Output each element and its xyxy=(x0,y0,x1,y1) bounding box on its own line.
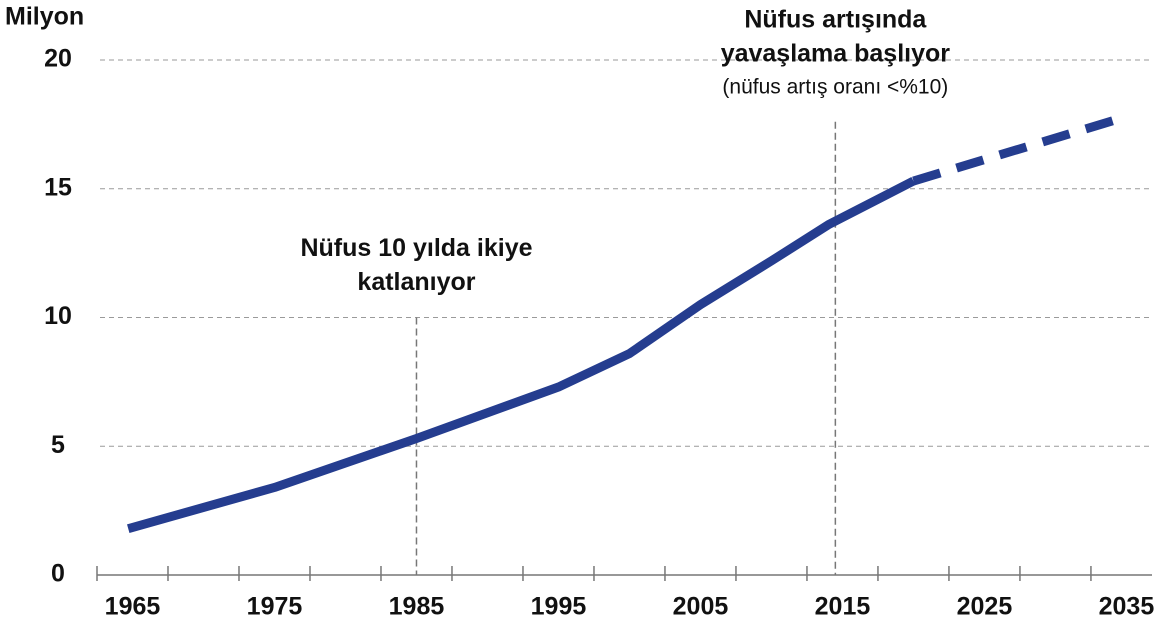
x-tick-label: 2005 xyxy=(673,593,729,621)
x-tick-label: 2025 xyxy=(957,593,1013,621)
x-tick-label: 1965 xyxy=(105,593,161,621)
annotation-text: katlanıyor xyxy=(357,268,475,296)
x-tick-label: 2015 xyxy=(815,593,871,621)
line xyxy=(127,177,916,533)
x-tick-label: 1975 xyxy=(247,593,303,621)
y-tick-label: 5 xyxy=(51,431,65,459)
annotation-text: yavaşlama başlıyor xyxy=(721,39,951,67)
y-tick-label: 20 xyxy=(44,45,72,73)
x-tick-label: 2035 xyxy=(1099,593,1155,621)
x-tick-label: 1985 xyxy=(389,593,445,621)
y-tick-label: 0 xyxy=(51,560,65,588)
annotation-text: Nüfus 10 yılda ikiye xyxy=(300,234,532,262)
annotation-text: Nüfus artışında xyxy=(744,5,927,33)
y-axis-label: Milyon xyxy=(5,3,84,31)
y-tick-label: 10 xyxy=(44,302,72,330)
line xyxy=(912,112,1128,186)
x-tick-label: 1995 xyxy=(531,593,587,621)
annotation-note: (nüfus artış oranı <%10) xyxy=(722,75,948,98)
y-tick-label: 15 xyxy=(44,173,72,201)
